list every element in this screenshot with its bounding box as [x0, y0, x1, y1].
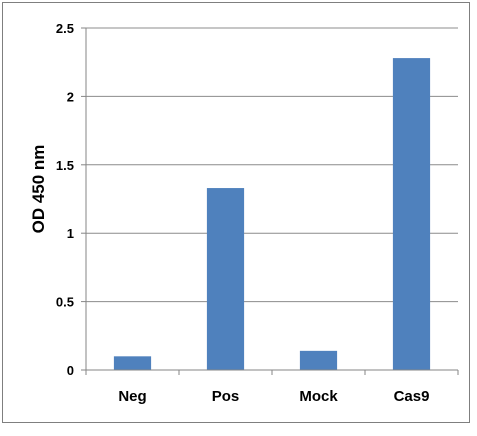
y-tick-label: 2.5 — [56, 21, 74, 36]
y-tick-label: 0.5 — [56, 295, 74, 310]
bar-mock — [299, 350, 338, 370]
x-tick-label: Neg — [118, 388, 146, 405]
bars — [113, 58, 431, 370]
bar-pos — [206, 188, 245, 370]
bar-neg — [113, 356, 152, 370]
x-tick-label: Pos — [212, 388, 240, 405]
y-tick-label: 2 — [67, 89, 74, 104]
y-axis-label: OD 450 nm — [29, 145, 48, 234]
bar-cas9 — [392, 58, 431, 370]
x-tick-labels: Neg Pos Mock Cas9 — [118, 388, 429, 405]
x-tick-label: Mock — [299, 388, 338, 405]
axes — [81, 27, 459, 375]
y-tick-label: 1 — [67, 226, 74, 241]
y-tick-label: 1.5 — [56, 158, 74, 173]
x-tick-label: Cas9 — [394, 388, 430, 405]
y-tick-label: 0 — [67, 363, 74, 378]
y-tick-labels: 0 0.5 1 1.5 2 2.5 — [56, 21, 74, 378]
